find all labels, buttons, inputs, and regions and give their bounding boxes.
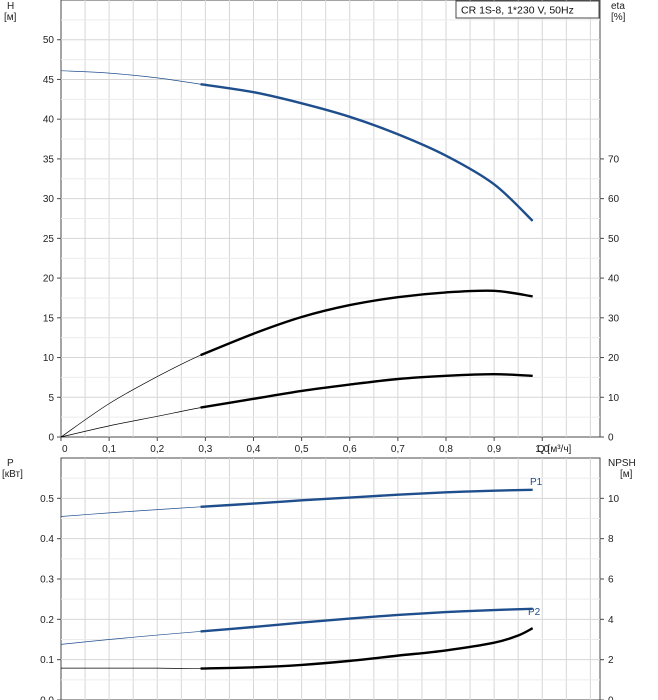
bottom-right-tick-label: 10: [608, 494, 620, 505]
bottom-right-tick-label: 6: [608, 575, 614, 586]
bottom-plot-ticks: 0.0 0.1 0.2 0.3 0.4 0.5 0 2 4 6 8 10: [40, 494, 620, 700]
bottom-left-tick-label: 0.3: [40, 575, 54, 586]
bottom-left-axis-unit: [кВт]: [2, 469, 23, 480]
top-left-tick-label: 35: [43, 154, 55, 165]
bottom-left-tick-label: 0.2: [40, 615, 54, 626]
top-left-tick-label: 50: [43, 35, 55, 46]
top-left-tick-label: 45: [43, 75, 55, 86]
top-right-tick-label: 10: [608, 393, 620, 404]
bottom-right-axis-unit: [м]: [620, 469, 633, 480]
bottom-plot-series: [60, 488, 534, 670]
top-plot-series: [60, 70, 534, 438]
npsh-duty-range-curve: [200, 627, 534, 670]
top-x-tick-label: 0,5: [295, 444, 309, 455]
top-x-tick-label: 0,3: [198, 444, 212, 455]
top-left-tick-label: 40: [43, 115, 55, 126]
chart-title: CR 1S-8, 1*230 V, 50Hz: [461, 5, 574, 17]
top-right-tick-label: 50: [608, 234, 620, 245]
eta-total-duty-range-curve: [200, 289, 533, 357]
bottom-right-tick-label: 4: [608, 615, 614, 626]
top-right-tick-label: 30: [608, 313, 620, 324]
top-x-tick-label: 0,1: [102, 444, 116, 455]
x-axis-title: Q [м³/ч]: [537, 444, 572, 455]
top-right-tick-label: 0: [608, 433, 614, 444]
top-x-tick-label: 1,0: [535, 444, 549, 455]
top-right-axis-title: eta: [611, 1, 625, 12]
top-right-axis-unit: [%]: [611, 12, 626, 23]
top-left-tick-label: 5: [48, 393, 54, 404]
top-x-tick-label: 0,9: [487, 444, 501, 455]
top-left-axis-title: H: [7, 1, 14, 12]
p2-series-label: P2: [528, 607, 541, 618]
top-left-tick-label: 0: [48, 433, 54, 444]
bottom-left-axis-title: P: [7, 458, 14, 469]
top-right-tick-label: 20: [608, 353, 620, 364]
top-right-tick-label: 60: [608, 194, 620, 205]
top-right-tick-label: 40: [608, 274, 620, 285]
top-x-tick-label: 0: [62, 444, 68, 455]
bottom-right-tick-label: 2: [608, 655, 614, 666]
top-left-axis-unit: [м]: [4, 12, 17, 23]
top-x-tick-label: 0,6: [343, 444, 357, 455]
top-left-tick-label: 20: [43, 274, 55, 285]
top-right-tick-label: 70: [608, 154, 620, 165]
top-left-tick-label: 30: [43, 194, 55, 205]
bottom-right-tick-label: 8: [608, 534, 614, 545]
top-x-tick-label: 0,4: [247, 444, 261, 455]
p1-duty-range-curve: [200, 488, 533, 508]
bottom-left-tick-label: 0.1: [40, 655, 54, 666]
top-left-tick-label: 25: [43, 234, 55, 245]
bottom-left-tick-label: 0.4: [40, 534, 54, 545]
top-plot-ticks: 0 5 10 15 20 25 30 35 40 45 50 0 10 20 30 40 50 60 70 0 0,1 0…: [43, 35, 620, 455]
bottom-left-tick-label: 0.5: [40, 494, 54, 505]
top-left-tick-label: 15: [43, 313, 55, 324]
bottom-right-tick-label: 0: [608, 696, 614, 700]
bottom-right-axis-title: NPSH: [608, 458, 636, 469]
bottom-left-tick-label: 0.0: [40, 696, 54, 700]
p2-duty-range-curve: [200, 607, 533, 633]
legend-box: [455, 0, 600, 19]
top-left-tick-label: 10: [43, 353, 55, 364]
top-x-tick-label: 0,7: [391, 444, 405, 455]
p1-series-label: P1: [530, 477, 543, 488]
top-x-tick-label: 0,8: [439, 444, 453, 455]
top-x-tick-label: 0,2: [150, 444, 164, 455]
head-duty-range-curve: [200, 83, 534, 222]
eta-pump-duty-range-curve: [200, 373, 533, 409]
